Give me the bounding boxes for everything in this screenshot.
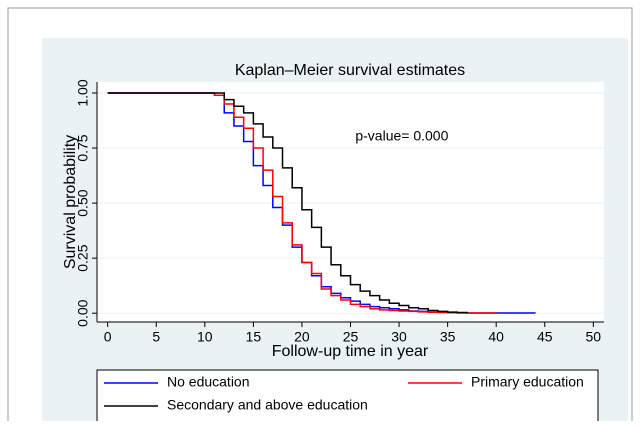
x-tick-label: 30	[391, 329, 407, 345]
x-tick-label: 40	[488, 329, 504, 345]
y-tick-label: 0.50	[75, 189, 91, 216]
y-tick-label: 1.00	[75, 79, 91, 106]
annotation: p-value= 0.000	[355, 128, 448, 144]
survival-curve	[107, 92, 497, 314]
y-axis-label: Survival probability	[62, 135, 79, 269]
legend	[96, 369, 599, 426]
legend-label: Primary education	[471, 374, 584, 390]
legend-label: Secondary and above education	[167, 397, 368, 413]
plot-region	[97, 82, 604, 322]
x-tick-label: 25	[343, 329, 359, 345]
x-tick-label: 10	[197, 329, 213, 345]
x-tick-label: 50	[586, 329, 602, 345]
legend-label: No education	[167, 374, 250, 390]
y-tick-label: 0.75	[75, 134, 91, 161]
survival-curve	[107, 92, 468, 314]
x-tick-label: 20	[294, 329, 310, 345]
y-tick-label: 0.25	[75, 244, 91, 271]
x-tick-label: 35	[440, 329, 456, 345]
chart-title: Kaplan–Meier survival estimates	[235, 62, 465, 79]
x-tick-label: 15	[246, 329, 262, 345]
x-axis-label: Follow-up time in year	[272, 343, 429, 360]
x-tick-label: 5	[152, 329, 160, 345]
x-tick-label: 0	[104, 329, 112, 345]
x-tick-label: 45	[537, 329, 553, 345]
y-tick-label: 0.00	[75, 299, 91, 326]
